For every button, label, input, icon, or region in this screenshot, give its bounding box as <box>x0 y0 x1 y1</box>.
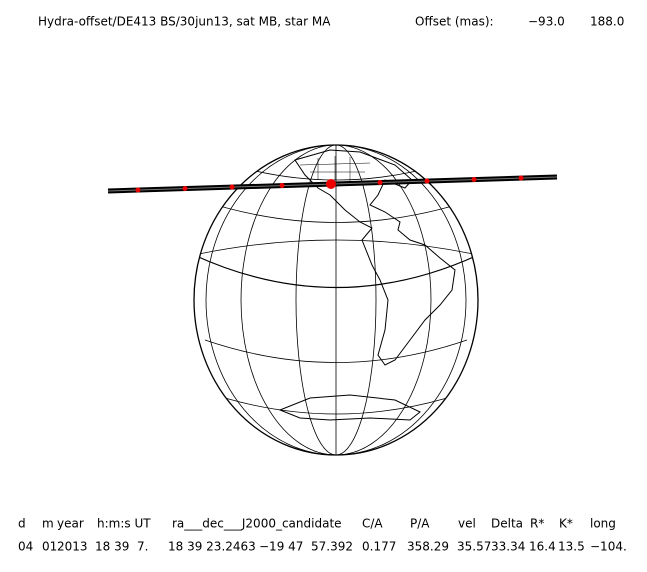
cell: 01 <box>42 540 57 554</box>
occultation-path <box>107 174 558 194</box>
time-dot <box>279 183 285 188</box>
antarctica-outline <box>278 394 421 421</box>
time-dot <box>518 175 524 181</box>
cell: 0.177 <box>362 540 396 554</box>
meridian <box>205 145 467 455</box>
column-header: C/A <box>362 517 383 531</box>
time-dot <box>377 180 383 185</box>
cell: 13.5 <box>558 540 585 554</box>
parallel <box>204 339 468 363</box>
column-header: ra___dec___J2000_candidate <box>172 517 342 531</box>
cell: 33.34 <box>491 540 525 554</box>
title: Hydra-offset/DE413 BS/30jun13, sat MB, s… <box>38 15 331 29</box>
time-dot <box>182 186 188 191</box>
column-header: Delta <box>491 517 523 531</box>
cell: 2013 <box>57 540 88 554</box>
offset-label: Offset (mas): <box>415 15 494 29</box>
cell: 04 <box>18 540 33 554</box>
graticule <box>194 145 478 455</box>
cell: 18 39 23.2463 <box>168 540 256 554</box>
event-table: d m year h:m:s UT ra___dec___J2000_candidate… <box>18 517 627 554</box>
cell: 35.57 <box>457 540 491 554</box>
equator <box>194 254 478 289</box>
column-header: h:m:s UT <box>97 517 151 531</box>
column-header: year <box>57 517 84 531</box>
closest-point <box>326 179 336 189</box>
cell: 358.29 <box>407 540 449 554</box>
column-header: R* <box>530 517 544 531</box>
cell: −104. <box>590 540 627 554</box>
offset-value: 188.0 <box>590 15 624 29</box>
column-header: vel <box>458 517 476 531</box>
state-borders <box>299 156 371 182</box>
cell: −19 47 57.392 <box>259 540 353 554</box>
globe-limb <box>193 144 479 456</box>
meridian <box>240 145 432 455</box>
column-header: P/A <box>410 517 430 531</box>
globe <box>193 144 479 456</box>
time-dot <box>135 187 141 193</box>
column-header: K* <box>559 517 573 531</box>
parallel <box>224 397 448 415</box>
column-header: m <box>42 517 54 531</box>
equator-back <box>194 239 478 256</box>
parallel <box>199 199 473 223</box>
column-header: long <box>590 517 616 531</box>
cell: 16.4 <box>529 540 556 554</box>
column-header: d <box>18 517 26 531</box>
time-dot <box>471 177 477 182</box>
offset-value: −93.0 <box>528 15 565 29</box>
meridian <box>295 145 377 455</box>
cell: 18 39 7. <box>95 540 148 554</box>
time-dot <box>229 184 235 190</box>
time-dot <box>424 178 430 184</box>
